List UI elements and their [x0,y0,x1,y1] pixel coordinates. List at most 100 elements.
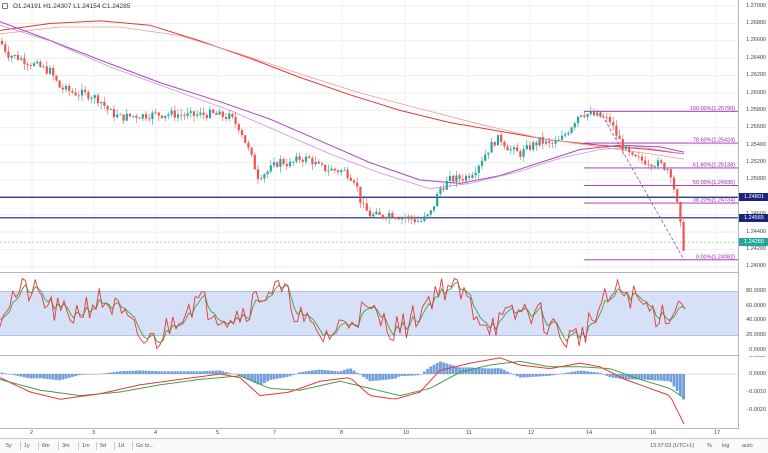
range-button-5y[interactable]: 5y [6,443,12,449]
macd-histogram-bar [247,374,250,380]
log-toggle[interactable]: log [722,443,730,449]
macd-histogram-bar [26,374,29,378]
range-button-5d[interactable]: 5d [100,443,107,449]
candle-body [199,112,202,115]
candle-body [551,143,554,144]
range-button-goto[interactable]: Go to... [136,443,155,449]
range-button-6m[interactable]: 6m [42,443,50,449]
macd-histogram-bar [531,374,535,377]
macd-histogram-bar [13,374,17,376]
macd-histogram-bar [90,374,93,375]
candle-body [87,92,90,99]
macd-histogram-bar [394,374,397,379]
macd-axis[interactable]: 0.0010 0.0000 -0.0010 -0.0020 [738,356,768,429]
macd-histogram-bar [413,374,417,376]
price-chart[interactable]: 100.00%(1.25790) 78.60%(1.25424) 61.80%(1.… [0,0,738,273]
percent-toggle[interactable]: % [707,443,712,449]
macd-histogram-bar [423,371,426,374]
candle-body [356,182,359,187]
macd-histogram-bar [563,373,567,374]
price-tag-lower: 1.24565 [739,213,768,222]
candle-body [148,118,151,120]
macd-histogram-bar [144,370,148,374]
macd-histogram-bar [282,374,285,378]
candle-body [544,141,548,144]
candle-body [378,211,381,215]
candle-body [340,170,343,173]
price-pane[interactable]: 100.00%(1.25790) 78.60%(1.25424) 61.80%(1.… [0,0,738,273]
candle-body [7,51,10,58]
macd-histogram-bar [541,374,545,377]
candle-body [164,115,167,118]
time-tick-label: 5 [216,430,220,436]
candle-body [90,98,93,99]
macd-histogram-bar [554,374,557,375]
macd-histogram-bar [157,371,161,374]
macd-chart[interactable] [0,356,738,429]
macd-histogram-bar [112,372,116,374]
candle-body [493,142,496,146]
macd-histogram-bar [103,373,106,374]
stochastic-tick-label: 60.0000 [746,302,766,309]
candle-body [445,181,448,190]
stochastic-chart[interactable] [0,273,738,356]
macd-histogram-bar [602,374,605,375]
candle-body [477,165,480,173]
macd-histogram-bar [256,374,260,385]
toolbar-separator [132,442,133,450]
price-tick-label: 1.25200 [746,159,766,166]
macd-histogram-bar [32,374,36,379]
settings-icon[interactable] [2,3,8,9]
range-button-3m[interactable]: 3m [62,443,70,449]
macd-histogram-bar [416,374,420,376]
price-tick-label: 1.25600 [746,124,766,131]
toolbar-separator [58,442,59,450]
macd-histogram-bar [669,374,673,383]
range-button-1y[interactable]: 1y [24,443,30,449]
candle-body [397,218,400,220]
candle-body [522,149,525,157]
macd-histogram-bar [499,368,503,374]
candle-body [576,116,580,124]
macd-histogram-bar [211,370,215,374]
macd-histogram-bar [528,374,532,377]
macd-histogram-bar [455,366,458,374]
candle-body [634,154,637,157]
candle-body [298,156,301,160]
time-axis[interactable]: 2 3 4 5 7 8 10 11 12 14 16 17 [0,429,738,438]
candle-body [516,147,519,152]
legend-high: H1.24307 [43,3,72,10]
macd-tick-label: 0.0010 [749,356,766,360]
macd-histogram-bar [512,374,516,375]
candle-body [4,44,7,52]
candle-body [624,146,628,150]
candle-body [672,177,676,190]
legend-open: O1.24191 [12,3,42,10]
candle-body [45,66,48,74]
candle-body [336,170,340,173]
macd-pane[interactable] [0,356,738,429]
toolbar-separator [96,442,97,450]
auto-toggle[interactable]: auto [742,443,753,449]
time-tick-label: 17 [714,430,721,436]
toolbar-separator [114,442,115,450]
candle-body [442,188,445,190]
macd-histogram-bar [55,374,58,380]
macd-histogram-bar [570,371,573,374]
candle-body [541,137,544,144]
fibonacci-retracement: 100.00%(1.25790) 78.60%(1.25424) 61.80%(1.… [584,106,738,260]
candle-body [416,221,420,223]
price-tag-current: 1.24285 [739,238,768,247]
candle-body [532,142,535,150]
price-axis[interactable]: 1.27000 1.26800 1.26600 1.26400 1.26200 1.260… [738,0,768,273]
candle-body [359,186,362,203]
stochastic-tick-label: 20.0000 [746,331,766,338]
candle-body [656,160,660,167]
macd-histogram-bar [592,372,596,374]
range-button-1d[interactable]: 1d [118,443,125,449]
range-button-1m[interactable]: 1m [82,443,90,449]
stochastic-axis[interactable]: 80.0000 60.0000 40.0000 20.0000 0.0000 [738,273,768,356]
macd-histogram-bar [71,374,74,377]
macd-histogram-bar [515,374,519,377]
stochastic-pane[interactable] [0,273,738,356]
